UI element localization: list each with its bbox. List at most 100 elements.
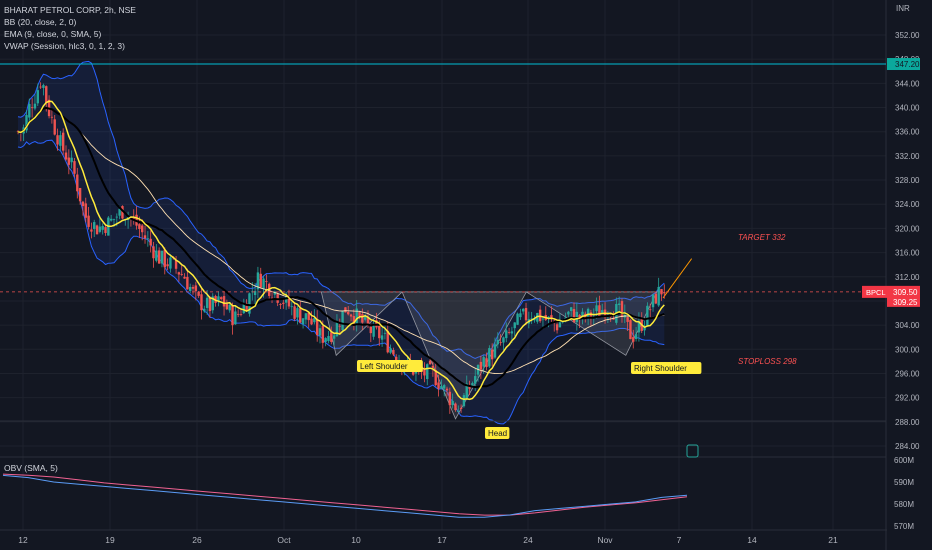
candle-body bbox=[67, 157, 71, 165]
slow-ma-line bbox=[17, 107, 665, 375]
candle-body bbox=[84, 203, 87, 218]
candle-body bbox=[355, 308, 358, 326]
candle-body bbox=[389, 348, 392, 353]
candle-body bbox=[59, 135, 62, 146]
time-tick-label: 17 bbox=[437, 535, 447, 545]
price-tick-label: 340.00 bbox=[895, 104, 920, 113]
candle-body bbox=[507, 332, 511, 333]
candle-body bbox=[434, 370, 437, 386]
candle-body bbox=[231, 305, 234, 326]
candle-body bbox=[76, 174, 79, 192]
candle-body bbox=[361, 314, 364, 323]
time-tick-label: 12 bbox=[18, 535, 28, 545]
candle-body bbox=[78, 187, 82, 202]
price-tick-label: 336.00 bbox=[895, 128, 920, 137]
candle-body bbox=[431, 365, 435, 368]
candle-body bbox=[50, 116, 54, 118]
candle-body bbox=[578, 314, 581, 320]
candle-body bbox=[242, 303, 246, 314]
candle-body bbox=[344, 307, 347, 313]
price-tick-label: 312.00 bbox=[895, 273, 920, 282]
candlesticks bbox=[16, 82, 666, 414]
candle-body bbox=[423, 369, 426, 376]
candle-body bbox=[637, 321, 641, 333]
candle-body bbox=[95, 225, 99, 235]
resistance-price-tag bbox=[887, 58, 920, 71]
last-price-text-2: 309.25 bbox=[893, 298, 918, 307]
bb-indicator-label[interactable]: BB (20, close, 2, 0) bbox=[4, 17, 77, 27]
head-label-text: Head bbox=[488, 429, 507, 438]
candle-body bbox=[347, 311, 350, 315]
candle-body bbox=[28, 104, 31, 118]
candle-body bbox=[505, 330, 508, 339]
resistance-price-text: 347.20 bbox=[895, 60, 920, 69]
candle-body bbox=[42, 85, 45, 88]
candle-body bbox=[228, 304, 231, 311]
candle-body bbox=[651, 294, 655, 308]
candle-body bbox=[598, 305, 601, 316]
ema-line bbox=[17, 100, 665, 401]
candle-body bbox=[163, 249, 166, 268]
candle-body bbox=[301, 318, 305, 325]
time-tick-label: 21 bbox=[828, 535, 838, 545]
candle-body bbox=[160, 250, 164, 264]
candle-body bbox=[253, 291, 257, 296]
candle-body bbox=[220, 297, 223, 300]
candle-body bbox=[296, 308, 299, 318]
time-tick-label: 24 bbox=[523, 535, 533, 545]
candle-body bbox=[138, 224, 141, 230]
ema-indicator-label[interactable]: EMA (9, close, 0, SMA, 5) bbox=[4, 29, 102, 39]
price-tick-label: 300.00 bbox=[895, 345, 920, 354]
candle-body bbox=[149, 238, 152, 246]
candle-body bbox=[132, 217, 135, 219]
candle-body bbox=[208, 297, 212, 312]
time-tick-label: 19 bbox=[105, 535, 115, 545]
time-tick-label: 26 bbox=[192, 535, 202, 545]
target-projection-line bbox=[662, 258, 693, 299]
candle-body bbox=[93, 222, 96, 229]
candle-body bbox=[234, 311, 237, 325]
candle-body bbox=[203, 308, 206, 312]
candle-body bbox=[533, 319, 536, 321]
candle-body bbox=[287, 297, 291, 307]
vwap-indicator-label[interactable]: VWAP (Session, hlc3, 0, 1, 2, 3) bbox=[4, 41, 125, 51]
candle-body bbox=[363, 316, 367, 320]
candle-body bbox=[313, 318, 316, 323]
candle-body bbox=[115, 216, 119, 218]
candle-body bbox=[45, 86, 48, 103]
bb-fill bbox=[18, 61, 665, 424]
candle-body bbox=[493, 344, 497, 358]
candle-body bbox=[236, 313, 240, 315]
candle-body bbox=[358, 312, 361, 317]
candle-body bbox=[567, 311, 570, 315]
candle-body bbox=[482, 357, 485, 367]
candle-body bbox=[448, 391, 452, 406]
candle-body bbox=[524, 308, 528, 321]
time-tick-label: Nov bbox=[597, 535, 613, 545]
candle-body bbox=[307, 312, 310, 321]
chart-title: BHARAT PETROL CORP, 2h, NSE bbox=[4, 5, 136, 15]
candle-body bbox=[572, 309, 576, 323]
candle-body bbox=[121, 206, 124, 219]
obv-indicator-label[interactable]: OBV (SMA, 5) bbox=[4, 463, 58, 473]
candle-body bbox=[352, 316, 356, 324]
candle-body bbox=[440, 386, 443, 389]
candle-body bbox=[516, 313, 519, 325]
candle-body bbox=[152, 246, 155, 259]
candle-body bbox=[265, 281, 268, 282]
candle-body bbox=[437, 382, 440, 389]
candle-body bbox=[490, 349, 494, 360]
candle-body bbox=[248, 293, 251, 314]
candle-body bbox=[183, 276, 186, 279]
candle-body bbox=[569, 307, 573, 311]
head-label-box bbox=[485, 427, 510, 439]
left-shoulder-label-text: Left Shoulder bbox=[360, 362, 408, 371]
candle-body bbox=[177, 272, 181, 275]
candle-body bbox=[471, 383, 474, 386]
candle-body bbox=[112, 218, 116, 220]
candle-body bbox=[217, 296, 220, 302]
candle-body bbox=[222, 296, 226, 307]
axes: INR352.00348.00344.00340.00336.00332.003… bbox=[18, 0, 932, 550]
